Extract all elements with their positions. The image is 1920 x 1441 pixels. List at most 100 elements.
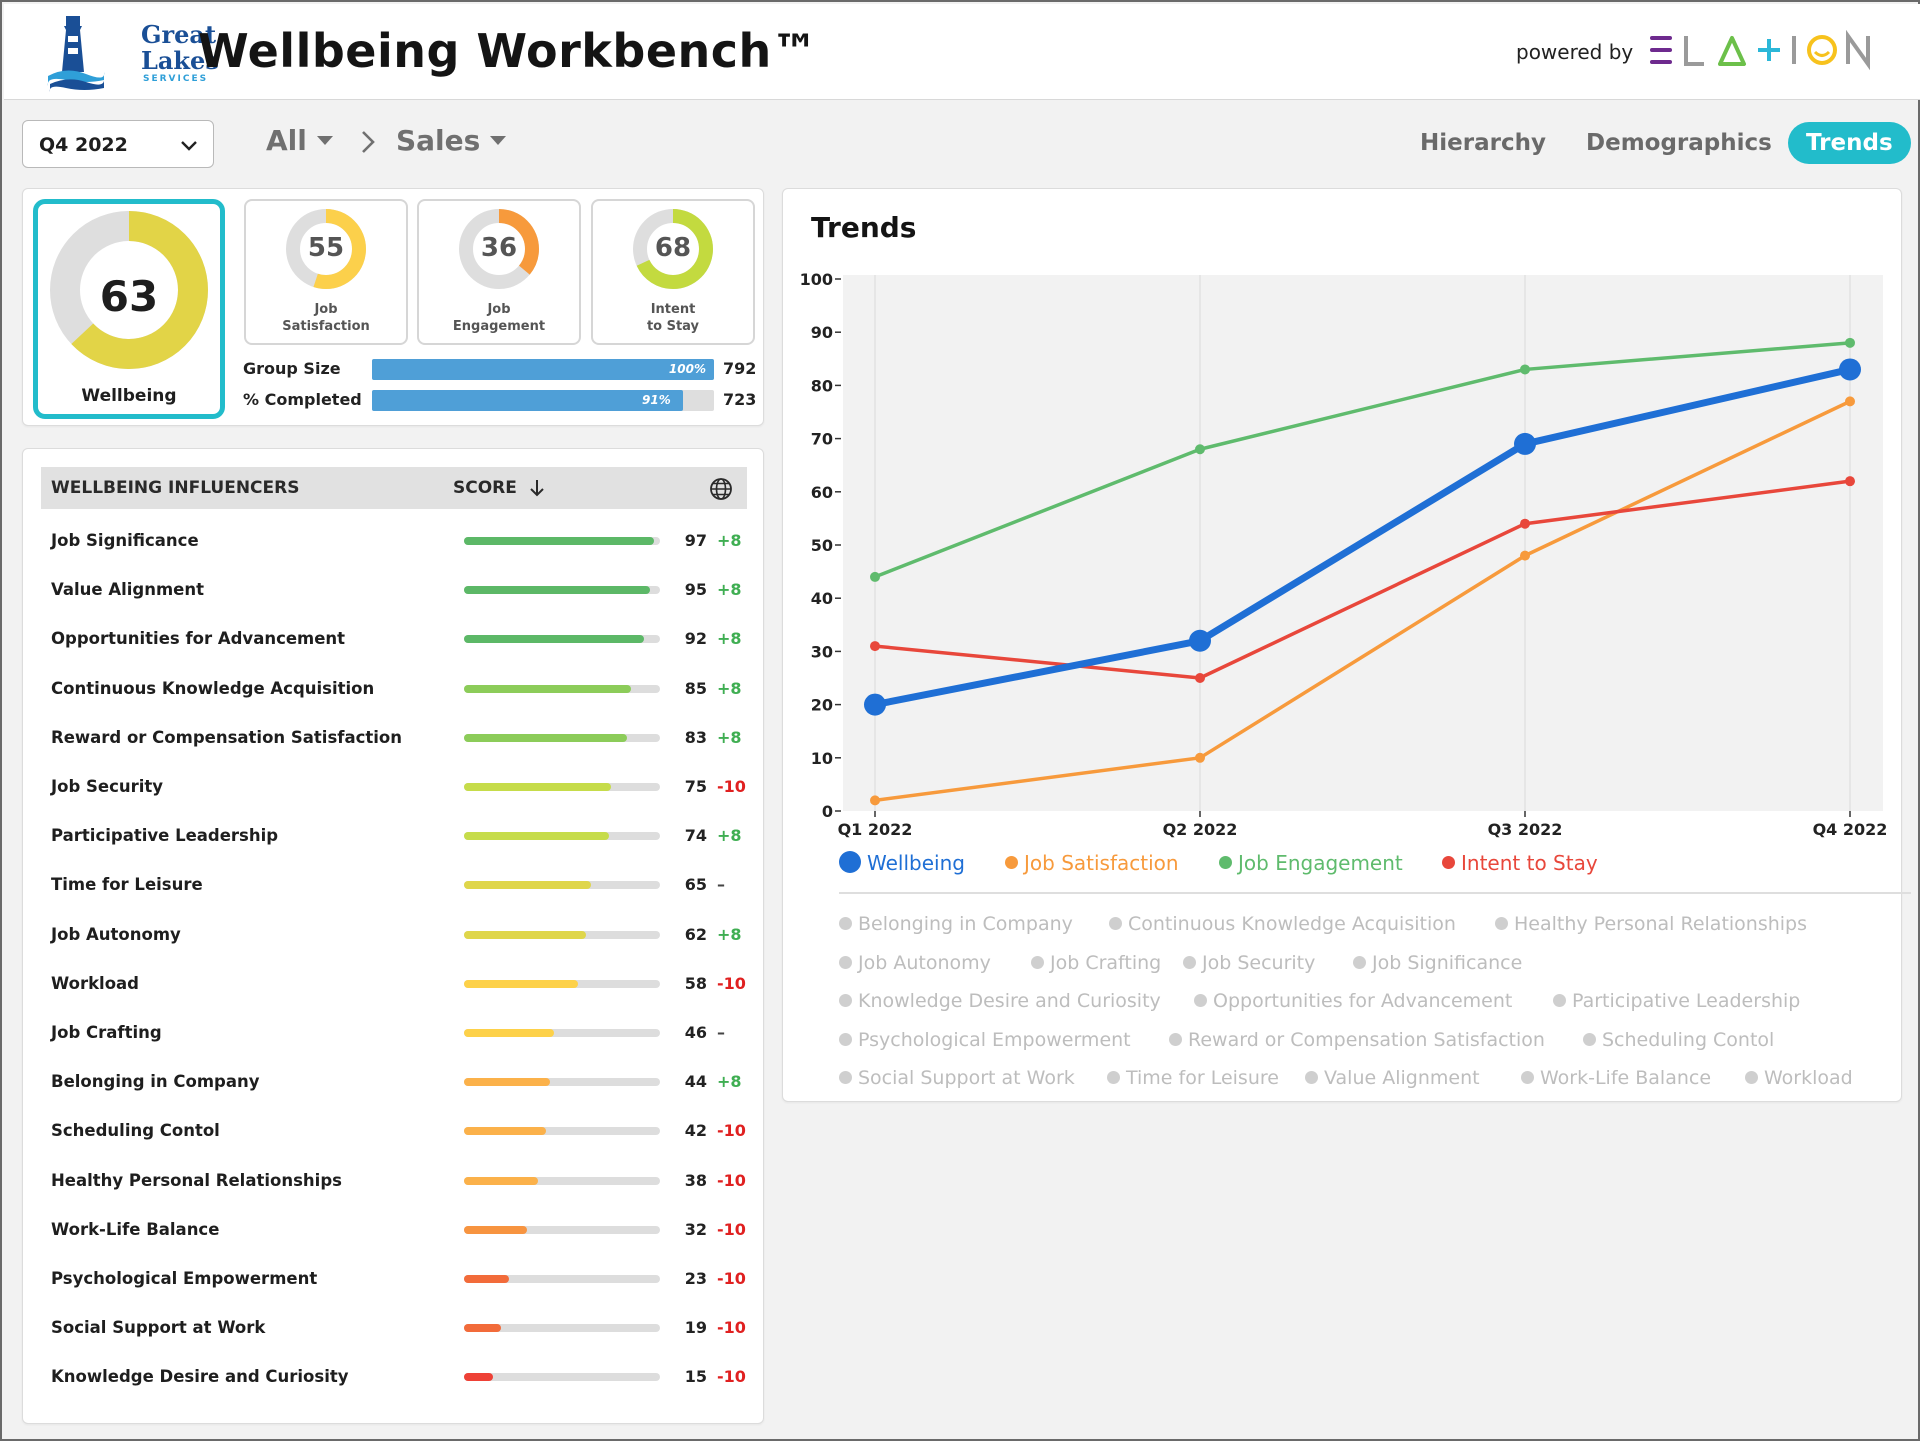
wellbeing-score-tile[interactable]: 63 Wellbeing [33,199,225,419]
influencer-row[interactable]: Workload 58 -10 [51,974,751,1023]
influencer-row[interactable]: Social Support at Work 19 -10 [51,1318,751,1367]
globe-icon[interactable] [709,477,733,501]
y-tick-label: 40 [811,589,833,608]
tab-trends[interactable]: Trends [1788,122,1911,164]
influencer-row[interactable]: Job Significance 97 +8 [51,531,751,580]
inactive-series-legend-item[interactable]: Participative Leadership [1553,990,1800,1012]
y-tick-label: 100 [800,270,833,289]
influencer-score-fill [464,1127,547,1136]
breadcrumb-all-label: All [266,124,307,157]
inactive-series-legend-item[interactable]: Belonging in Company [839,913,1073,935]
data-point [864,693,886,716]
influencer-delta: -10 [717,1219,746,1239]
wellbeing-score: 63 [99,272,159,321]
completed-value: 723 [723,390,757,409]
inactive-series-legend-item[interactable]: Psychological Empowerment [839,1029,1131,1051]
inactive-series-legend-item[interactable]: Value Alignment [1305,1067,1480,1089]
inactive-series-legend-item[interactable]: Knowledge Desire and Curiosity [839,990,1161,1012]
completed-fill [372,390,684,411]
influencer-row[interactable]: Participative Leadership 74 +8 [51,826,751,875]
data-point [1845,396,1855,407]
influencer-score: 19 [684,1318,707,1338]
influencer-row[interactable]: Healthy Personal Relationships 38 -10 [51,1171,751,1220]
job-engagement-tile[interactable]: 36 Job Engagement [417,199,581,345]
influencer-row[interactable]: Psychological Empowerment 23 -10 [51,1269,751,1318]
legend-dot [839,1071,852,1084]
influencer-score-fill [464,684,631,693]
influencer-score-bar [464,537,660,545]
influencer-row[interactable]: Value Alignment 95 +8 [51,580,751,629]
inactive-series-legend-item[interactable]: Job Security [1183,952,1315,974]
group-size-label: Group Size [243,359,341,378]
intent-to-stay-tile[interactable]: 68 Intent to Stay [591,199,755,345]
legend-dot [839,1032,852,1046]
inactive-series-legend-item[interactable]: Job Crafting [1031,952,1161,974]
legend-dot [1495,917,1508,930]
influencers-card: WELLBEING INFLUENCERS SCORE Job Signific… [22,448,764,1424]
intent-to-stay-label: Intent to Stay [646,302,700,334]
influencer-score: 58 [684,973,707,993]
tab-hierarchy[interactable]: Hierarchy [1420,130,1546,156]
legend-job-engagement[interactable]: Job Engagement [1219,851,1403,875]
data-point [1195,444,1205,455]
influencer-score: 74 [684,826,707,846]
influencer-row[interactable]: Knowledge Desire and Curiosity 15 -10 [51,1367,751,1416]
influencer-delta: -10 [717,1367,746,1387]
influencer-name: Job Significance [51,531,199,550]
brand-line-2: Lakes [141,46,219,75]
series-line-job-engagement [874,341,1851,579]
group-size-fill [372,359,714,380]
influencer-score-fill [464,930,586,939]
legend-wellbeing[interactable]: Wellbeing [839,851,965,875]
inactive-series-legend-item[interactable]: Social Support at Work [839,1067,1075,1089]
influencer-name: Opportunities for Advancement [51,629,346,649]
legend-intent-to-stay[interactable]: Intent to Stay [1442,851,1598,875]
influencer-score-fill [464,1324,502,1333]
score-column-header[interactable]: SCORE [453,478,517,498]
top-header: Great Lakes SERVICES Wellbeing Workbench… [4,4,1920,100]
legend-dot [839,851,861,873]
inactive-series-legend-item[interactable]: Job Significance [1353,952,1522,974]
inactive-series-legend-item[interactable]: Reward or Compensation Satisfaction [1169,1029,1545,1051]
inactive-series-legend-item[interactable]: Continuous Knowledge Acquisition [1109,913,1456,935]
influencer-delta: +8 [717,924,742,944]
inactive-series-legend-item[interactable]: Scheduling Contol [1583,1029,1774,1051]
influencer-row[interactable]: Job Autonomy 62 +8 [51,925,751,974]
influencer-delta: +8 [717,727,742,747]
influencer-row[interactable]: Continuous Knowledge Acquisition 85 +8 [51,679,751,728]
period-select[interactable]: Q4 2022 [22,120,214,168]
influencer-row[interactable]: Scheduling Contol 42 -10 [51,1121,751,1170]
breadcrumb-all[interactable]: All [266,124,333,157]
influencer-row[interactable]: Opportunities for Advancement 92 +8 [51,629,751,678]
legend-dot [1107,1071,1120,1084]
influencer-row[interactable]: Job Security 75 -10 [51,777,751,826]
influencer-row[interactable]: Reward or Compensation Satisfaction 83 +8 [51,728,751,777]
inactive-series-legend-item[interactable]: Healthy Personal Relationships [1495,913,1807,935]
influencer-delta: -10 [717,777,746,796]
influencer-score: 62 [684,924,707,944]
legend-job-satisfaction[interactable]: Job Satisfaction [1005,851,1179,875]
sort-arrow-down-icon[interactable] [529,478,545,498]
inactive-series-legend-item[interactable]: Opportunities for Advancement [1194,990,1512,1012]
breadcrumb-sales[interactable]: Sales [396,124,507,157]
influencer-delta: – [717,1023,725,1042]
influencer-score: 15 [684,1367,707,1387]
inactive-series-legend-item[interactable]: Work-Life Balance [1521,1067,1711,1089]
influencer-score-bar [464,783,660,791]
influencer-row[interactable]: Job Crafting 46– [51,1023,751,1072]
influencer-row[interactable]: Belonging in Company 44 +8 [51,1072,751,1121]
job-satisfaction-tile[interactable]: 55 Job Satisfaction [244,199,408,345]
inactive-series-legend-item[interactable]: Job Autonomy [839,952,991,974]
influencer-name: Scheduling Contol [51,1121,220,1141]
influencer-score-bar [464,733,660,742]
legend-dot [1005,856,1018,869]
influencer-row[interactable]: Time for Leisure 65– [51,875,751,924]
trends-line-chart: 0 10 20 30 40 50 60 70 80 90 100 Q1 2022 Q2 2022 Q3 2… [800,270,1888,839]
data-point [870,795,880,806]
inactive-series-legend-item[interactable]: Time for Leisure [1107,1067,1279,1089]
inactive-series-legend-item[interactable]: Workload [1745,1067,1853,1089]
influencer-row[interactable]: Work-Life Balance 32 -10 [51,1220,751,1269]
legend-dot [1521,1071,1534,1084]
influencer-name: Belonging in Company [51,1072,260,1092]
tab-demographics[interactable]: Demographics [1586,130,1772,156]
